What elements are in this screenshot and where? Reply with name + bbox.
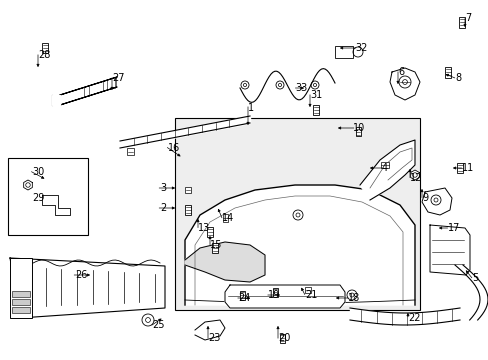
- Text: 29: 29: [32, 193, 44, 203]
- Bar: [184, 187, 191, 193]
- Text: 27: 27: [112, 73, 124, 83]
- Text: 24: 24: [238, 293, 250, 303]
- Bar: [184, 205, 191, 215]
- Bar: [312, 105, 318, 115]
- Text: 31: 31: [309, 90, 322, 100]
- Text: 6: 6: [397, 67, 403, 77]
- Polygon shape: [224, 285, 345, 308]
- Text: 28: 28: [38, 50, 50, 60]
- Text: 9: 9: [421, 193, 427, 203]
- Text: 23: 23: [207, 333, 220, 343]
- Bar: [444, 67, 450, 77]
- Text: 7: 7: [464, 13, 470, 23]
- Text: 3: 3: [160, 183, 166, 193]
- Text: 14: 14: [222, 213, 234, 223]
- Text: 15: 15: [209, 240, 222, 250]
- Polygon shape: [184, 242, 264, 282]
- Polygon shape: [195, 320, 224, 340]
- Text: 4: 4: [381, 163, 387, 173]
- Text: 5: 5: [471, 273, 477, 283]
- Text: 32: 32: [354, 43, 366, 53]
- Bar: [279, 333, 284, 342]
- Bar: [334, 46, 352, 58]
- Bar: [239, 291, 244, 300]
- Polygon shape: [359, 140, 414, 200]
- Text: 12: 12: [409, 173, 422, 183]
- Text: 11: 11: [461, 163, 473, 173]
- Text: 16: 16: [168, 143, 180, 153]
- Bar: [305, 287, 310, 293]
- Polygon shape: [410, 170, 419, 180]
- Text: 22: 22: [407, 313, 420, 323]
- Bar: [175, 118, 419, 310]
- Bar: [272, 288, 277, 297]
- Text: 25: 25: [152, 320, 164, 330]
- Bar: [456, 163, 462, 173]
- Text: 17: 17: [447, 223, 459, 233]
- Polygon shape: [52, 95, 60, 105]
- Bar: [222, 214, 227, 222]
- Text: 13: 13: [198, 223, 210, 233]
- Bar: [126, 148, 133, 156]
- Bar: [458, 17, 464, 27]
- Polygon shape: [184, 185, 414, 305]
- Text: 26: 26: [75, 270, 87, 280]
- Text: 8: 8: [454, 73, 460, 83]
- Polygon shape: [421, 188, 451, 215]
- Text: 2: 2: [160, 203, 166, 213]
- Polygon shape: [429, 225, 469, 275]
- Bar: [42, 43, 48, 53]
- Text: 18: 18: [347, 293, 360, 303]
- Text: 20: 20: [278, 333, 290, 343]
- Text: 33: 33: [294, 83, 306, 93]
- Polygon shape: [23, 180, 32, 190]
- Text: 10: 10: [352, 123, 365, 133]
- Bar: [12, 299, 30, 305]
- Bar: [12, 291, 30, 297]
- Bar: [355, 127, 360, 136]
- Bar: [206, 227, 213, 237]
- Bar: [12, 307, 30, 313]
- Text: 21: 21: [305, 290, 317, 300]
- Bar: [10, 258, 32, 318]
- Bar: [380, 162, 388, 168]
- Bar: [8, 158, 88, 235]
- Text: 1: 1: [247, 103, 254, 113]
- Polygon shape: [10, 258, 164, 318]
- Polygon shape: [389, 68, 419, 100]
- Bar: [212, 243, 218, 253]
- Text: 30: 30: [32, 167, 44, 177]
- Text: 19: 19: [267, 290, 280, 300]
- Polygon shape: [42, 195, 70, 215]
